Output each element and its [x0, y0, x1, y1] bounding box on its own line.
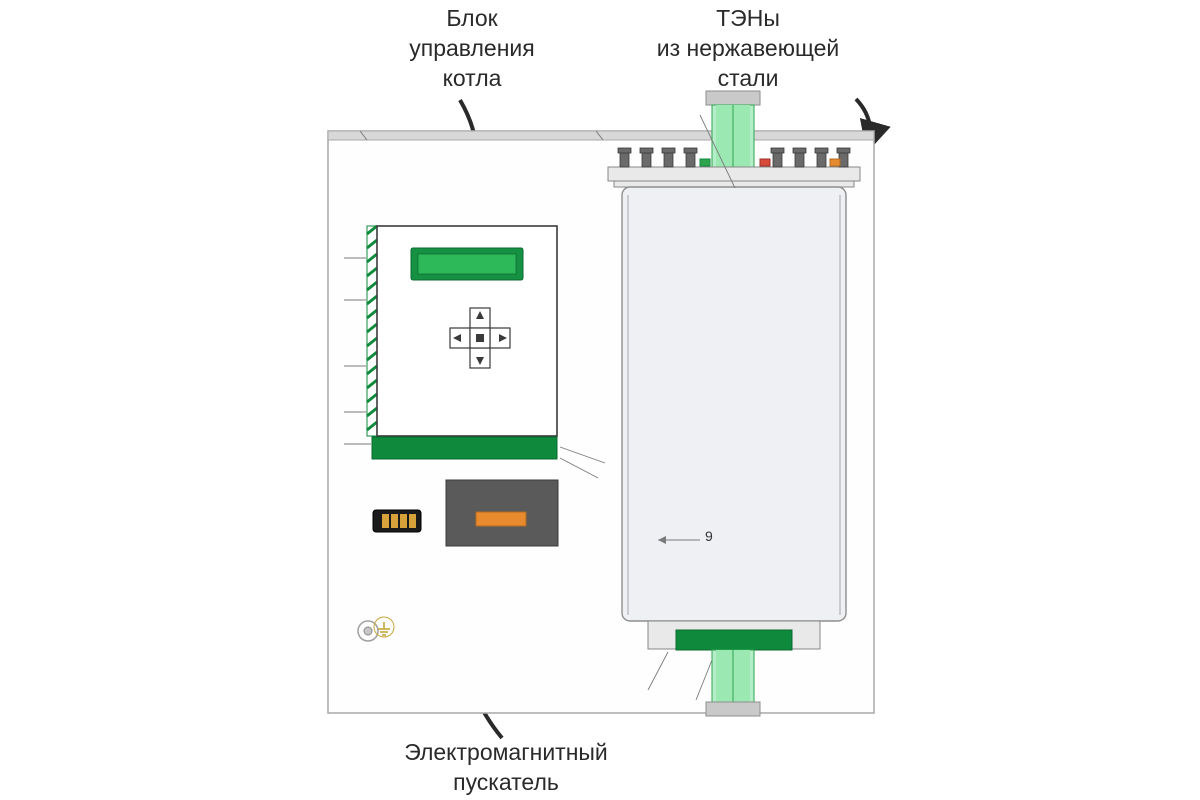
pipe-bottom-cap	[706, 702, 760, 716]
enclosure-lid	[328, 131, 874, 140]
bottom-green-block	[676, 630, 792, 650]
boiler-diagram	[0, 0, 1200, 800]
dimension-value: 9	[705, 528, 713, 544]
pipe-top-cap	[706, 91, 760, 105]
starter-indicator	[476, 512, 526, 526]
dimension-label-9: 9	[705, 528, 713, 544]
top-flange	[608, 167, 860, 181]
heater-marker-green	[700, 159, 710, 166]
control-bottom-bar	[372, 437, 557, 459]
terminal-block	[373, 510, 421, 532]
control-left-strip	[367, 226, 377, 436]
heater-marker-red	[760, 159, 770, 166]
display-screen	[418, 254, 516, 274]
cylinder-body	[622, 187, 846, 621]
heater-marker-orange	[830, 159, 840, 166]
